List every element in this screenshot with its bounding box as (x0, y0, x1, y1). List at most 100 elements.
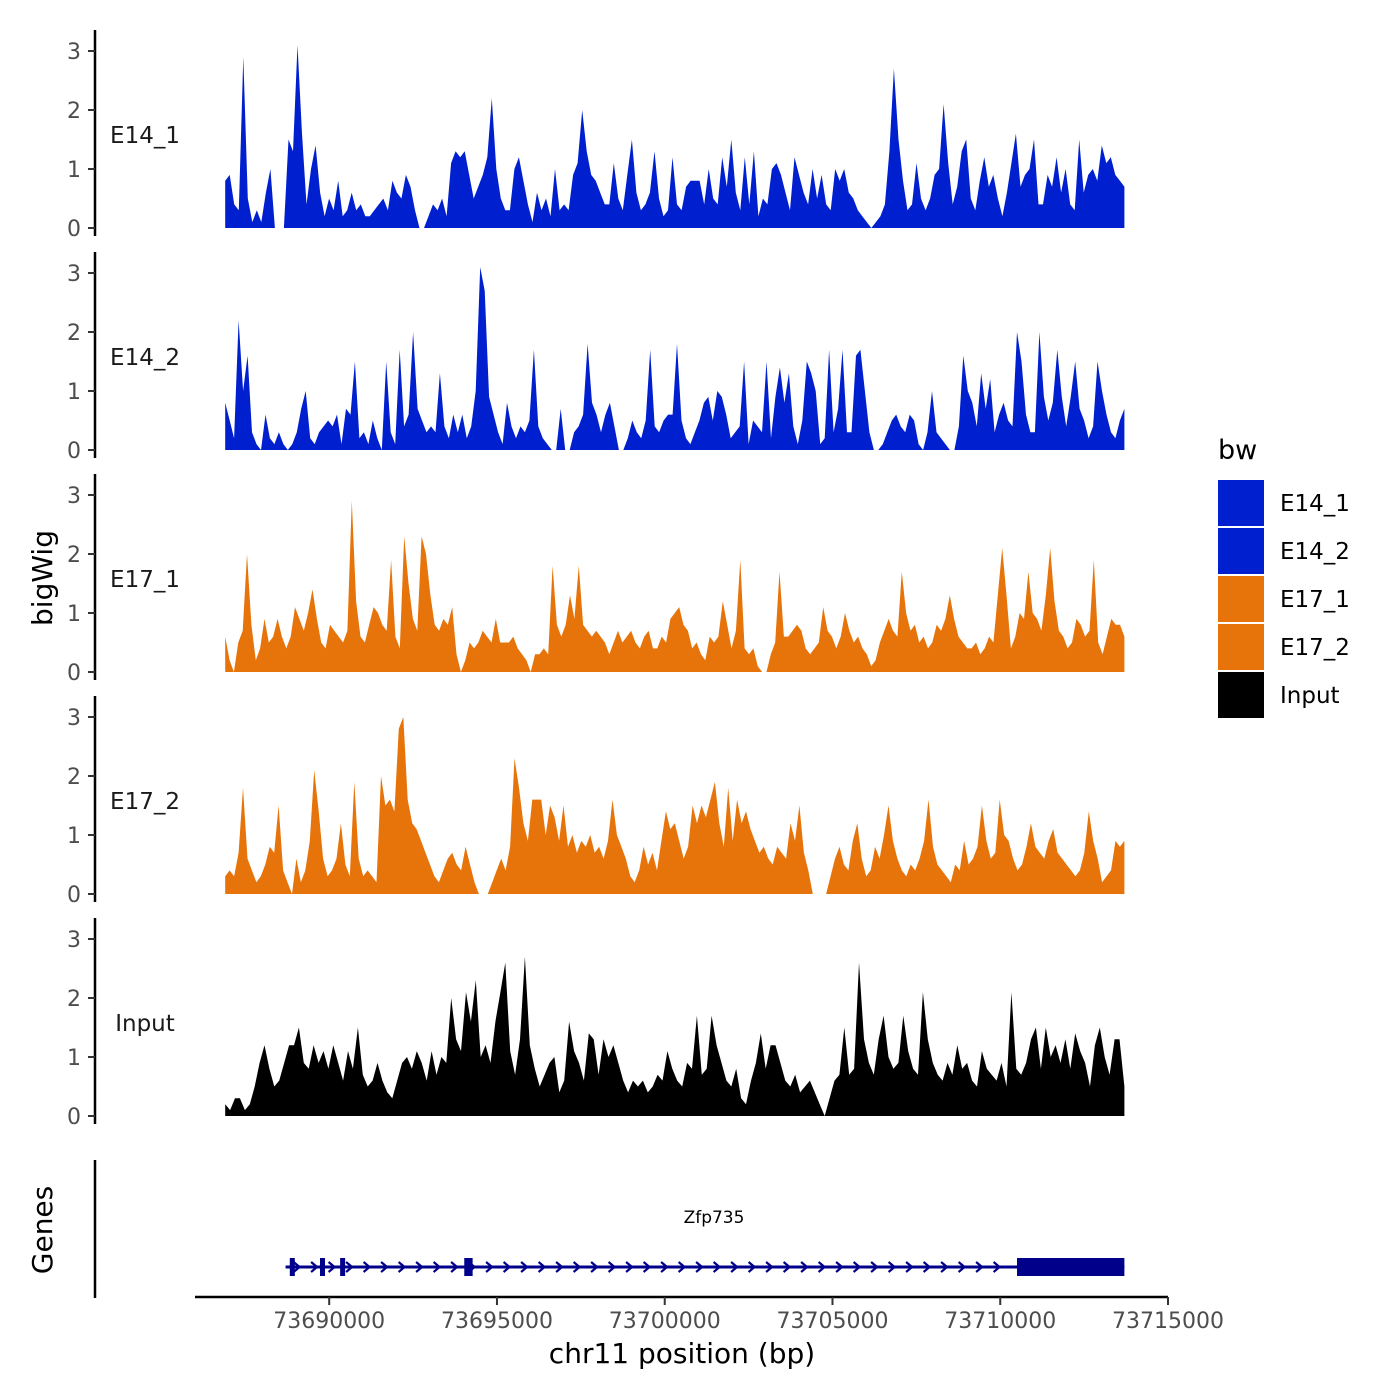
signal-area (225, 45, 1125, 228)
x-tick-label: 73700000 (609, 1309, 721, 1334)
x-tick-label: 73705000 (776, 1309, 888, 1334)
strand-arrow (432, 1261, 442, 1273)
y-tick-label: 2 (67, 543, 81, 568)
legend-swatch (1218, 480, 1264, 526)
legend-title: bw (1218, 435, 1257, 466)
strand-arrow (537, 1261, 547, 1273)
track-label: E17_2 (110, 789, 180, 815)
y-tick-label: 3 (67, 928, 81, 953)
track-e14_1: 0 1 2 3 E14_1 (67, 30, 1125, 242)
y-tick-label: 0 (67, 439, 81, 464)
strand-arrow (782, 1261, 792, 1273)
y-tick-label: 3 (67, 484, 81, 509)
legend: bw E14_1 E14_2 E17_1 E17_2 Input (1218, 435, 1350, 718)
y-axis-title: bigWig (26, 530, 59, 626)
y-tick-label: 1 (67, 1046, 81, 1071)
strand-arrow (572, 1261, 582, 1273)
strand-arrow (502, 1261, 512, 1273)
signal-area (225, 717, 1125, 894)
y-tick-label: 2 (67, 765, 81, 790)
strand-arrow (940, 1261, 949, 1273)
track-label: Input (115, 1011, 175, 1037)
track-label: E14_2 (110, 345, 180, 371)
y-tick-label: 0 (67, 217, 81, 242)
track-input: 0 1 2 3 Input (67, 918, 1125, 1130)
strand-arrow (590, 1261, 599, 1273)
track-e17_2: 0 1 2 3 E17_2 (67, 696, 1125, 908)
x-axis-title: chr11 position (bp) (549, 1337, 815, 1370)
gene-exon (467, 1258, 473, 1276)
x-axis: 73690000 73695000 73700000 73705000 73710000… (195, 1295, 1224, 1334)
legend-swatch (1218, 528, 1264, 574)
legend-swatch (1218, 624, 1264, 670)
x-tick-label: 73715000 (1112, 1309, 1224, 1334)
y-tick-label: 2 (67, 987, 81, 1012)
strand-arrow (345, 1261, 354, 1273)
strand-arrow (397, 1261, 407, 1273)
legend-swatch (1218, 672, 1264, 718)
gene-coding-block (1017, 1258, 1125, 1276)
strand-arrow (607, 1261, 617, 1273)
gene-exon (319, 1258, 325, 1276)
strand-arrow (520, 1261, 529, 1273)
strand-arrow (712, 1261, 722, 1273)
signal-area (225, 267, 1125, 450)
strand-arrow (747, 1261, 757, 1273)
strand-arrow (695, 1261, 704, 1273)
strand-arrow (380, 1261, 389, 1273)
strand-arrow (625, 1261, 634, 1273)
y-tick-label: 1 (67, 158, 81, 183)
gene-track: Zfp735 (93, 1160, 1125, 1298)
strand-arrow (817, 1261, 827, 1273)
strand-arrow (992, 1261, 1002, 1273)
gene-exon (289, 1258, 295, 1276)
gene-name-label: Zfp735 (684, 1208, 745, 1228)
strand-arrow (327, 1261, 337, 1273)
y-tick-label: 0 (67, 883, 81, 908)
strand-arrow (450, 1261, 459, 1273)
legend-label: E17_2 (1280, 635, 1350, 661)
track-label: E17_1 (110, 567, 180, 593)
signal-area (225, 500, 1125, 672)
y-tick-label: 2 (67, 321, 81, 346)
gene-track-title: Genes (26, 1186, 59, 1274)
legend-label: E14_1 (1280, 491, 1350, 517)
y-tick-label: 0 (67, 1105, 81, 1130)
strand-arrow (887, 1261, 897, 1273)
x-tick-label: 73690000 (273, 1309, 385, 1334)
strand-arrow (905, 1261, 914, 1273)
strand-arrow (835, 1261, 844, 1273)
y-tick-label: 1 (67, 380, 81, 405)
strand-arrow (870, 1261, 879, 1273)
strand-arrow (415, 1261, 424, 1273)
strand-arrow (730, 1261, 739, 1273)
strand-arrow (292, 1261, 302, 1273)
y-tick-label: 3 (67, 262, 81, 287)
strand-arrow (975, 1261, 984, 1273)
strand-arrow (922, 1261, 932, 1273)
strand-arrow (485, 1261, 494, 1273)
legend-label: E14_2 (1280, 539, 1350, 565)
strand-arrow (642, 1261, 652, 1273)
y-tick-label: 1 (67, 602, 81, 627)
strand-arrow (310, 1261, 319, 1273)
gene-exon (464, 1258, 470, 1276)
track-e17_1: 0 1 2 3 E17_1 (67, 474, 1125, 686)
y-tick-label: 2 (67, 99, 81, 124)
gene-exon (340, 1258, 346, 1276)
legend-label: E17_1 (1280, 587, 1350, 613)
y-tick-label: 1 (67, 824, 81, 849)
x-tick-label: 73695000 (441, 1309, 553, 1334)
strand-arrow (677, 1261, 687, 1273)
strand-arrow (362, 1261, 372, 1273)
y-tick-label: 0 (67, 661, 81, 686)
signal-area (225, 956, 1125, 1116)
track-e14_2: 0 1 2 3 E14_2 (67, 252, 1125, 464)
strand-arrow (852, 1261, 862, 1273)
strand-arrow (555, 1261, 564, 1273)
strand-arrow (957, 1261, 967, 1273)
strand-arrow (660, 1261, 669, 1273)
x-tick-label: 73710000 (944, 1309, 1056, 1334)
strand-arrow (765, 1261, 774, 1273)
